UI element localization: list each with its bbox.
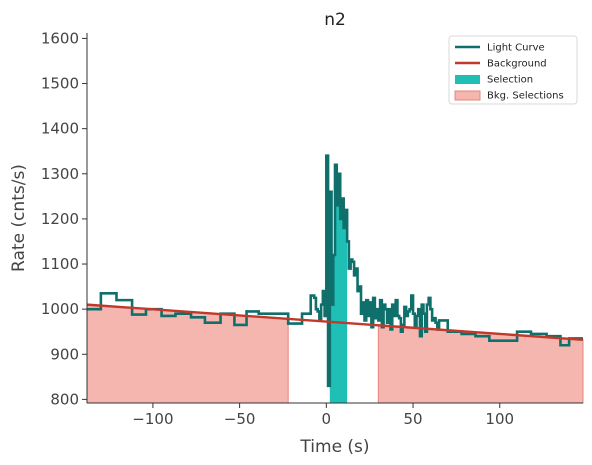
legend-box [448, 35, 578, 105]
x-tick-label: 100 [485, 410, 514, 428]
y-tick-label: 800 [50, 390, 79, 408]
legend-label-light-curve: Light Curve [487, 43, 545, 54]
y-tick-label: 1400 [41, 120, 79, 138]
x-tick-label: −50 [224, 410, 256, 428]
y-axis-title: Rate (cnts/s) [9, 164, 29, 272]
axes: −100 −50 0 50 100 800 900 1000 1100 1200 1300 1400 1… [41, 29, 583, 428]
legend-swatch-bkg-selections [454, 90, 481, 101]
bkg-selection-region-1 [86, 304, 289, 404]
x-tick-label: 50 [403, 410, 422, 428]
y-tick-label: 900 [50, 345, 79, 363]
y-tick-label: 1600 [41, 29, 79, 47]
legend-label-selection: Selection [487, 75, 533, 86]
legend-swatch-selection [455, 75, 480, 84]
legend: Light Curve Background Selection Bkg. Selec… [448, 35, 578, 105]
light-curve-line [87, 154, 583, 388]
legend-label-background: Background [487, 59, 547, 70]
y-tick-label: 1200 [41, 210, 79, 228]
plot-area [86, 154, 584, 404]
y-tick-label: 1300 [41, 165, 79, 183]
y-tick-label: 1000 [41, 300, 79, 318]
background-line [86, 303, 584, 342]
y-tick-label: 1500 [41, 75, 79, 93]
legend-label-bkg-selections: Bkg. Selections [487, 91, 564, 102]
x-tick-label: −100 [132, 410, 173, 428]
x-tick-label: 0 [322, 410, 332, 428]
chart-title: n2 [324, 10, 346, 30]
x-axis-title: Time (s) [299, 437, 369, 457]
y-tick-label: 1100 [41, 255, 79, 273]
